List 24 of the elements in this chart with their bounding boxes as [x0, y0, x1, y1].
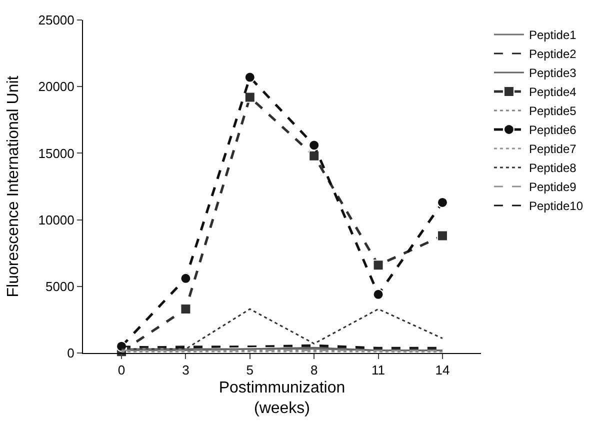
legend-label: Peptide4 [528, 85, 577, 100]
x-tick-label: 3 [182, 362, 190, 378]
x-axis-title: Postimmunization (weeks) [218, 379, 346, 418]
x-tick-label: 11 [372, 362, 386, 378]
legend-label: Peptide2 [528, 47, 577, 62]
x-tick-label: 8 [310, 362, 318, 378]
legend-label: Peptide10 [528, 199, 584, 214]
y-axis-title: Fluorescence International Unit [5, 75, 22, 298]
y-tick-label: 20000 [38, 79, 74, 94]
x-tick-label: 5 [246, 362, 254, 378]
x-tick-label: 0 [118, 362, 126, 378]
legend-label: Peptide1 [528, 28, 577, 42]
legend-label: Peptide3 [528, 66, 577, 80]
y-tick-label: 10000 [38, 212, 74, 228]
legend-label: Peptide7 [528, 142, 577, 156]
y-tick-label: 25000 [38, 12, 74, 28]
y-tick-label: 15000 [38, 146, 74, 161]
x-tick-label: 14 [435, 362, 450, 378]
legend-label: Peptide9 [528, 180, 577, 194]
legend-label: Peptide6 [528, 123, 577, 138]
y-tick-label: 5000 [45, 278, 74, 294]
legend-label: Peptide8 [528, 161, 577, 176]
legend-label: Peptide5 [528, 104, 577, 118]
y-tick-label: 0 [67, 346, 74, 361]
